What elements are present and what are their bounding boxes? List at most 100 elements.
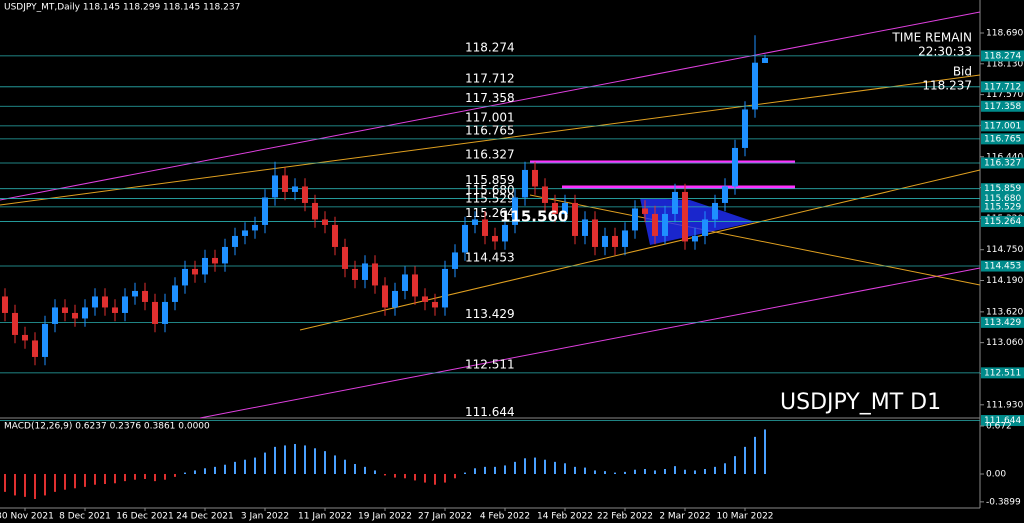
histogram-bar [484, 466, 486, 474]
histogram-bar [444, 474, 446, 483]
candle-body [572, 202, 578, 236]
y-tick-label: -0.3899 [986, 497, 1021, 507]
candle-body [582, 219, 588, 236]
y-tick-label: 113.620 [986, 307, 1023, 317]
histogram-bar [554, 461, 556, 474]
histogram-bar [124, 474, 126, 482]
histogram-bar [734, 456, 736, 474]
histogram-bar [184, 472, 186, 474]
level-label: 114.453 [465, 251, 515, 265]
histogram-bar [284, 445, 286, 474]
histogram-bar [294, 444, 296, 474]
candle-body [592, 219, 598, 247]
level-tag-label: 115.529 [984, 202, 1021, 212]
candle-body [752, 62, 758, 110]
histogram-bar [164, 474, 166, 480]
level-label: 117.712 [465, 71, 515, 85]
histogram-bar [744, 446, 746, 474]
candle-body [152, 301, 158, 324]
histogram-bar [64, 474, 66, 490]
candle-body [672, 191, 678, 214]
histogram-bar [524, 458, 526, 474]
histogram-bar [34, 474, 36, 499]
histogram-bar [584, 467, 586, 474]
histogram-bar [604, 471, 606, 474]
level-tag-label: 115.680 [984, 194, 1021, 204]
x-tick-label: 2 Mar 2022 [659, 512, 710, 522]
x-tick-label: 19 Jan 2022 [358, 512, 412, 522]
candle-body [372, 263, 378, 286]
histogram-bar [44, 474, 46, 496]
histogram-bar [714, 466, 716, 474]
candle-body [52, 307, 58, 324]
level-tag [981, 415, 1024, 427]
candle-body [392, 290, 398, 308]
histogram-bar [144, 474, 146, 479]
y-tick-label: 117.570 [986, 90, 1023, 100]
histogram-bar [574, 466, 576, 474]
y-tick-label: 113.060 [986, 338, 1023, 348]
candle-body [682, 191, 688, 242]
histogram-bar [754, 436, 756, 474]
level-tag-label: 118.274 [984, 51, 1021, 61]
level-label: 117.001 [465, 110, 515, 124]
histogram-bar [474, 468, 476, 474]
level-tag [981, 215, 1024, 227]
candle-body [182, 268, 188, 286]
level-label: 113.429 [465, 307, 515, 321]
histogram-bar [314, 448, 316, 474]
histogram-bar [544, 459, 546, 474]
histogram-bar [364, 466, 366, 474]
candle-body [212, 257, 218, 264]
candle-body [342, 246, 348, 269]
candle-body [442, 268, 448, 308]
level-tag-label: 112.511 [984, 368, 1021, 378]
candle-body [702, 219, 708, 236]
candle-body [42, 323, 48, 357]
candle-body [692, 235, 698, 242]
candle-body [282, 175, 288, 192]
candle-body [612, 235, 618, 247]
level-label: 116.327 [465, 147, 515, 161]
histogram-bar [4, 474, 6, 492]
level-label: 118.274 [465, 40, 515, 54]
histogram-bar [254, 457, 256, 474]
histogram-bar [154, 474, 156, 482]
candle-body [362, 263, 368, 280]
histogram-bar [504, 465, 506, 474]
candle-body [532, 169, 538, 187]
level-tag [981, 157, 1024, 169]
histogram-bar [764, 429, 766, 474]
level-tag [981, 81, 1024, 93]
level-tag-label: 111.644 [984, 416, 1021, 426]
histogram-bar [74, 474, 76, 489]
candle-body [642, 208, 648, 214]
y-tick-label: 114.190 [986, 276, 1023, 286]
candle-body [502, 224, 508, 242]
time-remain-label: TIME REMAIN [891, 31, 972, 45]
histogram-bar [334, 455, 336, 474]
level-tag [981, 260, 1024, 272]
histogram-bar [244, 459, 246, 474]
x-tick-label: 16 Dec 2021 [116, 512, 174, 522]
header: USDJPY_MT,Daily 118.145 118.299 118.145 … [4, 3, 240, 13]
x-tick-label: 4 Feb 2022 [480, 512, 530, 522]
histogram-bar [354, 464, 356, 474]
level-tag-label: 116.327 [984, 158, 1021, 168]
histogram-bar [434, 474, 436, 485]
candle-body [652, 213, 658, 236]
symbol-label: USDJPY_MT D1 [780, 390, 941, 415]
histogram-bar [624, 471, 626, 474]
histogram-bar [384, 474, 386, 476]
candle-body [432, 301, 438, 308]
histogram-bar [304, 445, 306, 474]
y-tick-label: 111.930 [986, 400, 1023, 410]
candle-body [252, 224, 258, 231]
level-tag [981, 367, 1024, 379]
level-tag-label: 114.453 [984, 262, 1021, 272]
candle-body [462, 224, 468, 253]
histogram-bar [704, 469, 706, 474]
candle-body [492, 235, 498, 242]
level-tag [981, 201, 1024, 213]
